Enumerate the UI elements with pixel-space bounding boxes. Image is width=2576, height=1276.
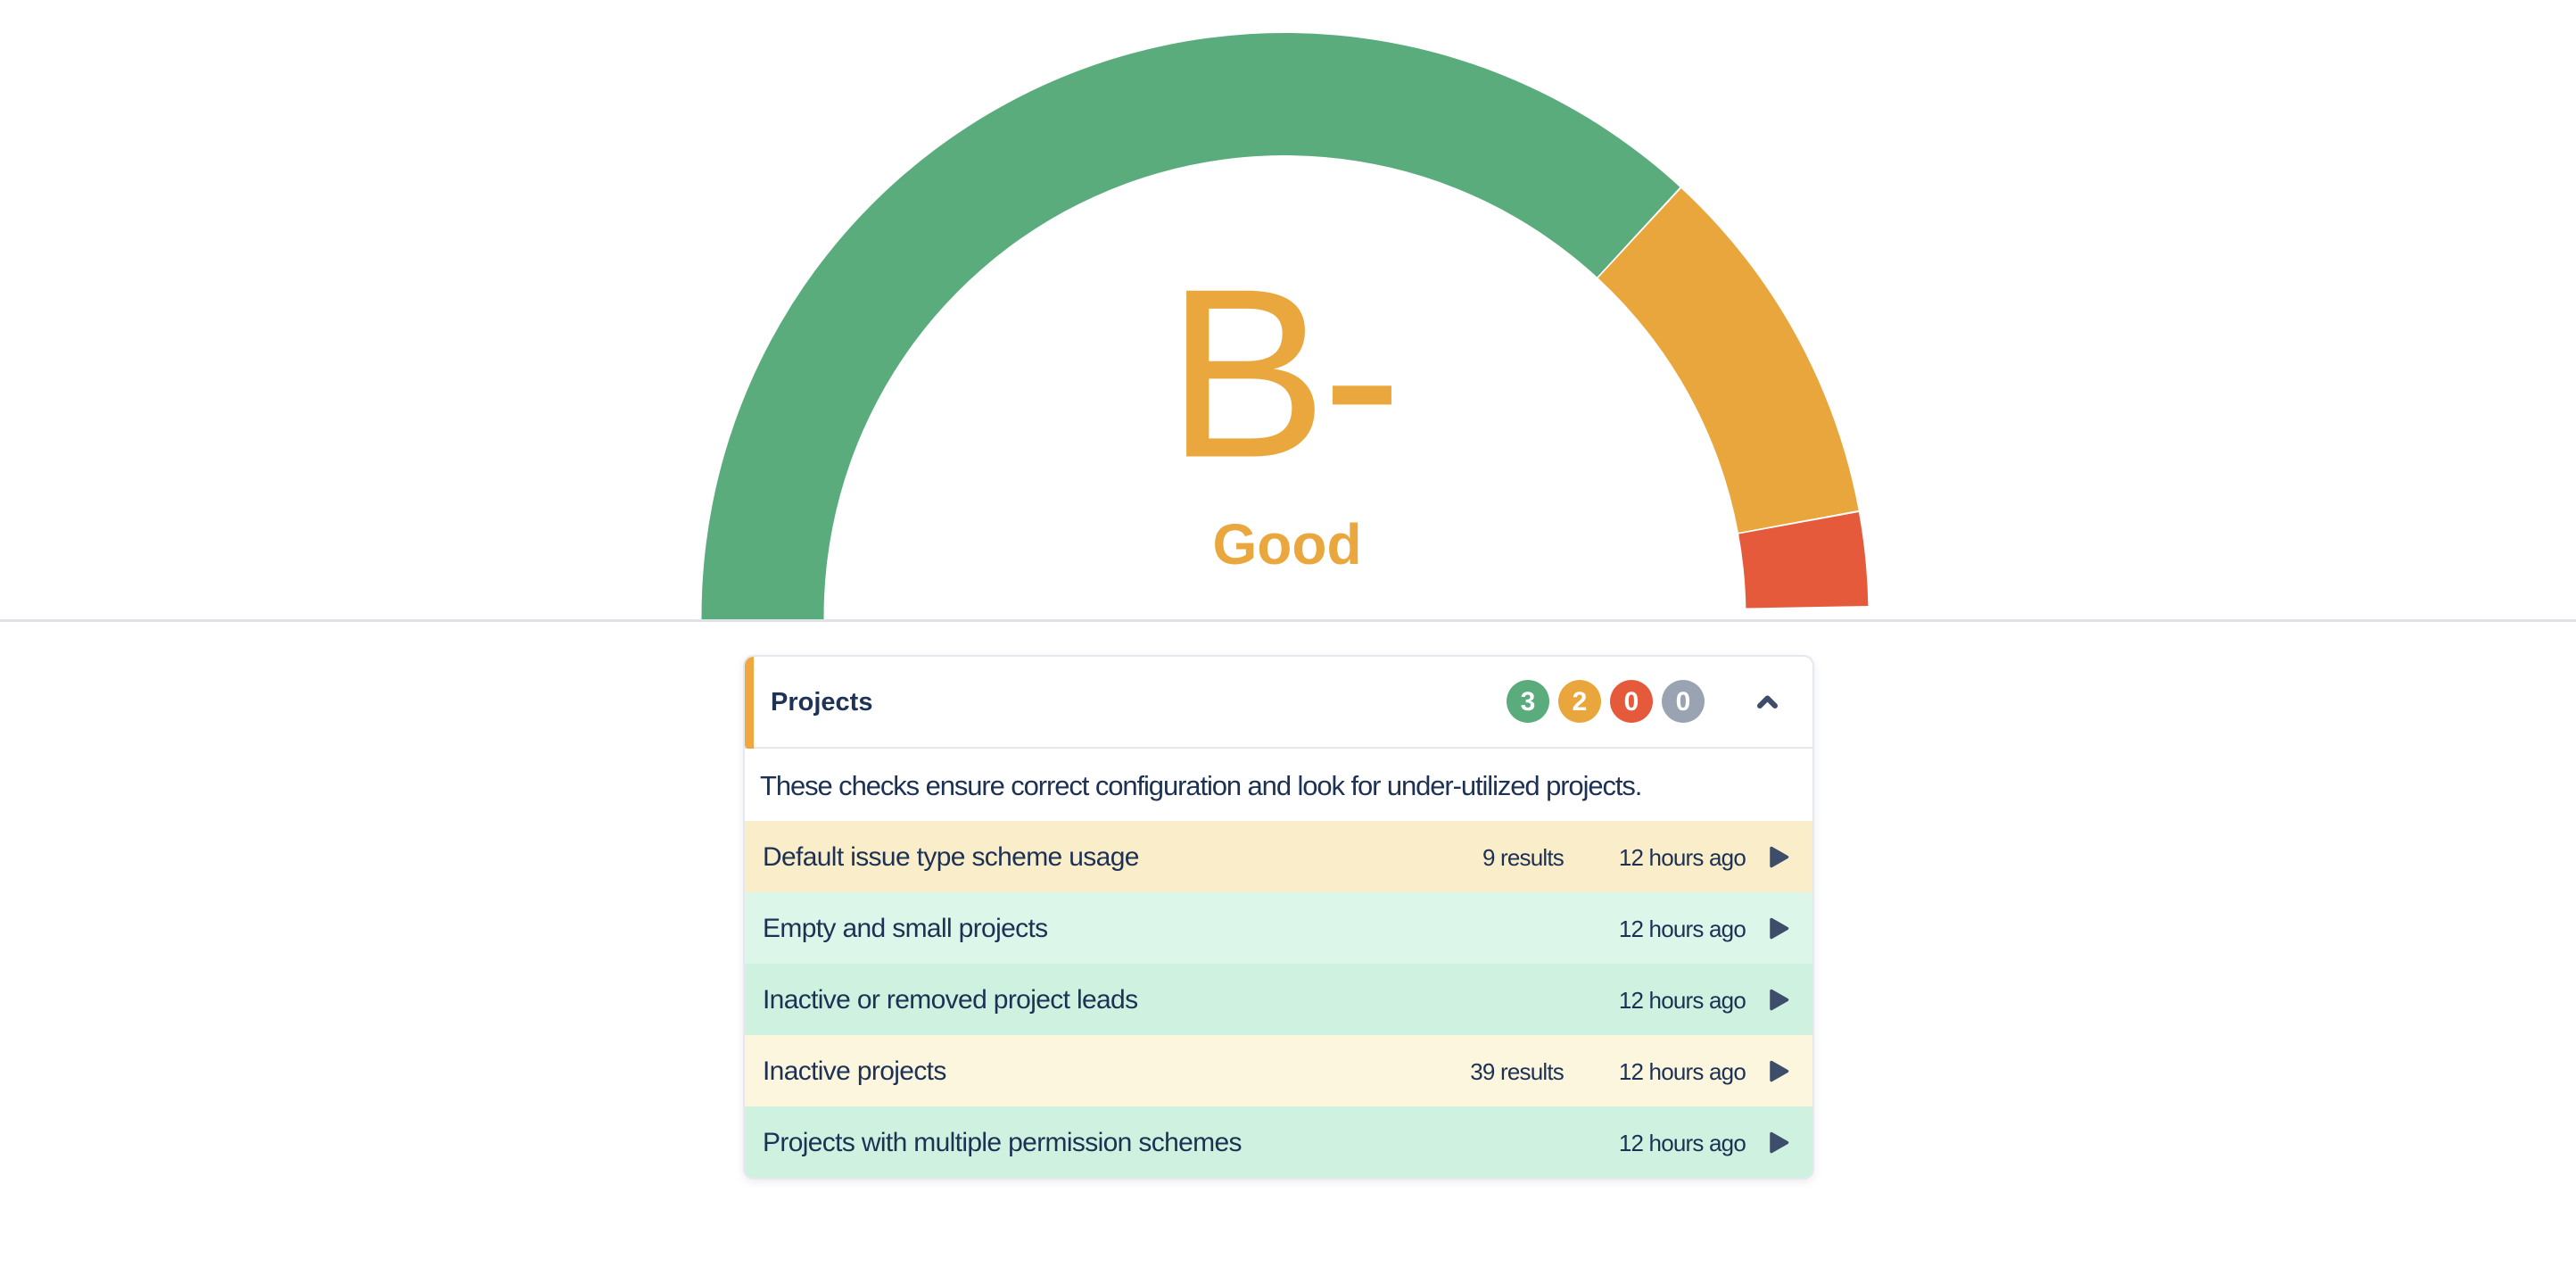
svg-text:B: B (1167, 240, 1327, 509)
svg-text:Good: Good (1212, 512, 1361, 576)
svg-text:-: - (1322, 243, 1402, 511)
